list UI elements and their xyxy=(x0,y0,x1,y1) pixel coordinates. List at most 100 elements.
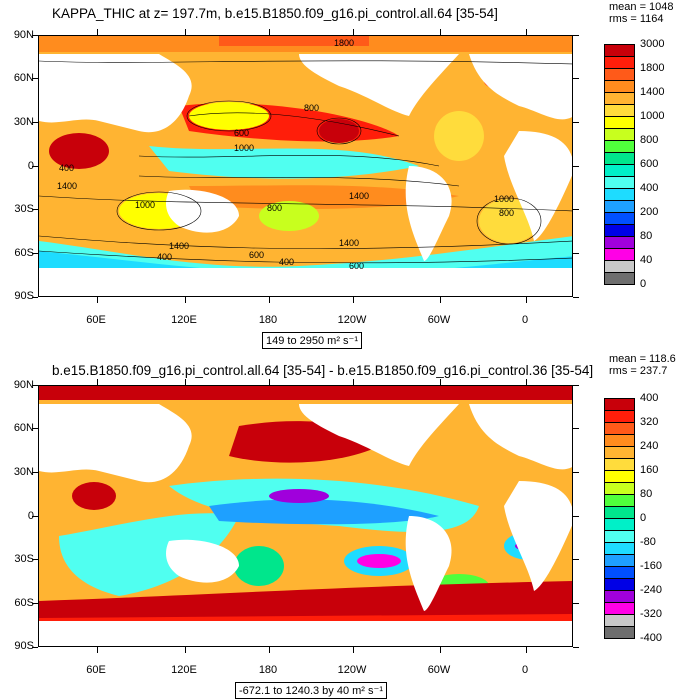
lon-label: 0 xyxy=(521,314,529,326)
lat-label: 30S xyxy=(14,203,34,215)
contour-label: 800 xyxy=(499,208,514,218)
contour-label: 800 xyxy=(304,103,319,113)
lon-tick xyxy=(269,647,270,653)
colorbar-label: -320 xyxy=(640,608,663,620)
lat-label: 60S xyxy=(14,597,34,609)
lon-label: 120W xyxy=(337,314,367,326)
colorbar-cell xyxy=(604,272,635,285)
colorbar-label: -160 xyxy=(640,560,663,572)
lon-label: 180 xyxy=(258,664,278,676)
lon-tick xyxy=(97,297,98,303)
colorbar-label: 160 xyxy=(640,464,659,476)
lon-label: 120E xyxy=(171,664,197,676)
colorbar-label: 40 xyxy=(640,254,653,266)
contour-label: 1400 xyxy=(339,238,359,248)
lon-tick xyxy=(269,379,270,385)
lat-tick xyxy=(32,559,38,561)
colorbar-label: 400 xyxy=(640,392,659,404)
lat-tick xyxy=(573,646,579,648)
colorbar-label: 1800 xyxy=(640,62,665,74)
colorbar-label: 600 xyxy=(640,158,659,170)
lon-tick xyxy=(269,297,270,303)
lon-tick xyxy=(526,379,527,385)
bottom-stats: mean = 118.6 rms = 237.7 xyxy=(609,353,676,377)
bottom-range-box: -672.1 to 1240.3 by 40 m² s⁻¹ xyxy=(235,682,387,699)
lat-tick xyxy=(32,602,38,604)
contour-label: 600 xyxy=(249,250,264,260)
lon-label: 60W xyxy=(427,664,451,676)
lon-tick xyxy=(353,29,354,35)
lon-tick xyxy=(97,647,98,653)
lat-label: 60N xyxy=(13,422,34,434)
top-map: 1800 600 1000 1400 400 1000 1400 800 140… xyxy=(38,35,573,297)
lat-tick xyxy=(573,34,579,36)
lon-tick xyxy=(97,379,98,385)
lat-label: 60S xyxy=(14,247,34,259)
lon-tick xyxy=(185,297,186,303)
contour-label: 1400 xyxy=(57,181,77,191)
lat-tick xyxy=(573,296,579,298)
contour-label: 1800 xyxy=(334,38,354,48)
contour-label: 400 xyxy=(279,257,294,267)
lon-label: 120E xyxy=(171,314,197,326)
lon-tick xyxy=(440,647,441,653)
contour-label: 1400 xyxy=(169,241,189,251)
lat-tick xyxy=(32,78,38,80)
lon-tick xyxy=(97,29,98,35)
lat-tick xyxy=(32,296,38,298)
bottom-rms: rms = 237.7 xyxy=(609,365,668,377)
lon-tick xyxy=(526,647,527,653)
lat-tick xyxy=(573,165,579,167)
top-rms: rms = 1164 xyxy=(609,13,664,25)
lat-tick xyxy=(32,165,38,167)
lat-tick xyxy=(32,34,38,36)
lat-label: 90N xyxy=(13,29,34,41)
lat-tick xyxy=(573,209,579,211)
lon-tick xyxy=(185,647,186,653)
bottom-map xyxy=(38,385,573,647)
top-colorbar xyxy=(604,44,635,344)
bottom-panel: b.e15.B1850.f09_g16.pi_control.all.64 [3… xyxy=(0,350,700,700)
colorbar-label: 80 xyxy=(640,488,653,500)
contour-label: 800 xyxy=(267,203,282,213)
lat-label: 90N xyxy=(13,379,34,391)
colorbar-label: 3000 xyxy=(640,38,665,50)
lat-tick xyxy=(573,471,579,473)
lon-label: 0 xyxy=(521,664,529,676)
colorbar-cell xyxy=(604,626,635,639)
colorbar-label: 0 xyxy=(640,278,647,290)
colorbar-label: 240 xyxy=(640,440,659,452)
lat-label: 30S xyxy=(14,553,34,565)
contour-label: 600 xyxy=(349,261,364,271)
lat-tick xyxy=(573,602,579,604)
lat-tick xyxy=(32,252,38,254)
colorbar-label: 400 xyxy=(640,182,659,194)
colorbar-label: 80 xyxy=(640,230,653,242)
lon-tick xyxy=(353,379,354,385)
lon-tick xyxy=(440,29,441,35)
lon-tick xyxy=(440,297,441,303)
contour-label: 1000 xyxy=(234,143,254,153)
lon-tick xyxy=(269,29,270,35)
contour-label: 400 xyxy=(157,252,172,262)
lat-tick xyxy=(32,428,38,430)
lon-tick xyxy=(526,297,527,303)
lon-tick xyxy=(353,297,354,303)
lon-label: 60E xyxy=(86,664,106,676)
bottom-plot-title: b.e15.B1850.f09_g16.pi_control.all.64 [3… xyxy=(52,363,594,378)
lat-tick xyxy=(32,209,38,211)
colorbar-label: 1000 xyxy=(640,110,665,122)
lon-label: 120W xyxy=(337,664,367,676)
contour-label: 1000 xyxy=(494,194,514,204)
lat-tick xyxy=(573,428,579,430)
bottom-map-field xyxy=(39,386,572,646)
lat-tick xyxy=(573,252,579,254)
lat-tick xyxy=(573,515,579,517)
lat-tick xyxy=(32,515,38,517)
lat-tick xyxy=(32,646,38,648)
lat-tick xyxy=(573,78,579,80)
colorbar-label: -400 xyxy=(640,632,663,644)
lat-label: 30N xyxy=(13,116,34,128)
lon-label: 60W xyxy=(427,314,451,326)
colorbar-label: -240 xyxy=(640,584,663,596)
